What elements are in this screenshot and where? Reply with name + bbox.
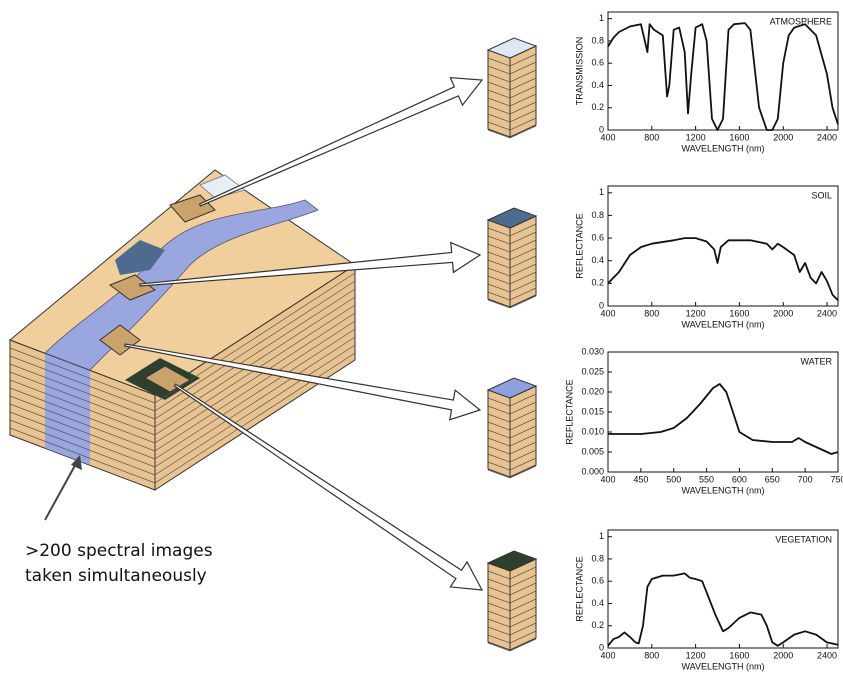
stack-front bbox=[488, 563, 510, 650]
x-tick-label: 1200 bbox=[686, 308, 706, 318]
y-tick-label: 0.4 bbox=[591, 255, 604, 265]
x-tick-label: 500 bbox=[666, 474, 681, 484]
plot-frame bbox=[608, 352, 838, 472]
y-tick-label: 0.020 bbox=[581, 386, 604, 396]
y-axis-label: REFLECTANCE bbox=[564, 379, 574, 444]
y-tick-label: 1 bbox=[599, 187, 604, 197]
spectrum-chart: 0.0000.0050.0100.0150.0200.0250.03040045… bbox=[564, 346, 843, 495]
y-tick-label: 0.4 bbox=[591, 598, 604, 608]
y-tick-label: 0.015 bbox=[581, 406, 604, 416]
y-tick-label: 0.6 bbox=[591, 58, 604, 68]
x-tick-label: 400 bbox=[600, 650, 615, 660]
chart-title: WATER bbox=[801, 356, 833, 366]
x-tick-label: 2000 bbox=[773, 132, 793, 142]
x-tick-label: 2000 bbox=[773, 650, 793, 660]
y-tick-label: 1 bbox=[599, 13, 604, 23]
x-tick-label: 1600 bbox=[729, 650, 749, 660]
x-axis-label: WAVELENGTH (nm) bbox=[681, 485, 764, 495]
chart-title: VEGETATION bbox=[775, 534, 832, 544]
x-tick-label: 1200 bbox=[686, 132, 706, 142]
y-axis-label: TRANSMISSION bbox=[574, 37, 584, 106]
x-tick-label: 600 bbox=[732, 474, 747, 484]
stacks bbox=[488, 38, 536, 651]
annotation: >200 spectral images bbox=[25, 541, 213, 561]
x-tick-label: 800 bbox=[644, 308, 659, 318]
y-tick-label: 0.005 bbox=[581, 446, 604, 456]
stack-front bbox=[488, 220, 510, 307]
x-tick-label: 2400 bbox=[817, 650, 837, 660]
x-tick-label: 400 bbox=[600, 474, 615, 484]
arrow bbox=[174, 384, 482, 590]
x-tick-label: 1200 bbox=[686, 650, 706, 660]
stack-front bbox=[488, 390, 510, 477]
chart-title: SOIL bbox=[811, 190, 832, 200]
y-tick-label: 0.025 bbox=[581, 366, 604, 376]
y-tick-label: 1 bbox=[599, 531, 604, 541]
x-tick-label: 450 bbox=[633, 474, 648, 484]
y-tick-label: 0.8 bbox=[591, 35, 604, 45]
diagram: >200 spectral images taken simultaneousl… bbox=[0, 0, 843, 677]
x-axis-label: WAVELENGTH (nm) bbox=[681, 661, 764, 671]
y-tick-label: 0.030 bbox=[581, 346, 604, 356]
y-tick-label: 0.6 bbox=[591, 576, 604, 586]
x-tick-label: 1600 bbox=[729, 308, 749, 318]
x-tick-label: 400 bbox=[600, 132, 615, 142]
pointer-line bbox=[45, 460, 78, 520]
y-tick-label: 0.010 bbox=[581, 426, 604, 436]
y-axis-label: REFLECTANCE bbox=[574, 213, 584, 278]
x-tick-label: 400 bbox=[600, 308, 615, 318]
y-tick-label: 0.8 bbox=[591, 553, 604, 563]
y-tick-label: 0.2 bbox=[591, 620, 604, 630]
y-tick-label: 0.4 bbox=[591, 80, 604, 90]
x-tick-label: 2400 bbox=[817, 308, 837, 318]
x-tick-label: 2000 bbox=[773, 308, 793, 318]
x-tick-label: 2400 bbox=[817, 132, 837, 142]
x-tick-label: 800 bbox=[644, 650, 659, 660]
annotation: taken simultaneously bbox=[25, 566, 207, 586]
x-tick-label: 700 bbox=[798, 474, 813, 484]
stack-front bbox=[488, 50, 510, 137]
spectrum-chart: 00.20.40.60.814008001200160020002400WAVE… bbox=[574, 12, 838, 153]
arrow bbox=[200, 78, 482, 206]
x-tick-label: 1600 bbox=[729, 132, 749, 142]
x-tick-label: 800 bbox=[644, 132, 659, 142]
y-tick-label: 0.2 bbox=[591, 102, 604, 112]
y-tick-label: 0.8 bbox=[591, 210, 604, 220]
x-tick-label: 650 bbox=[765, 474, 780, 484]
x-axis-label: WAVELENGTH (nm) bbox=[681, 143, 764, 153]
x-tick-label: 550 bbox=[699, 474, 714, 484]
y-tick-label: 0.2 bbox=[591, 278, 604, 288]
x-tick-label: 750 bbox=[830, 474, 843, 484]
y-axis-label: REFLECTANCE bbox=[574, 556, 584, 621]
x-axis-label: WAVELENGTH (nm) bbox=[681, 319, 764, 329]
y-tick-label: 0.6 bbox=[591, 232, 604, 242]
